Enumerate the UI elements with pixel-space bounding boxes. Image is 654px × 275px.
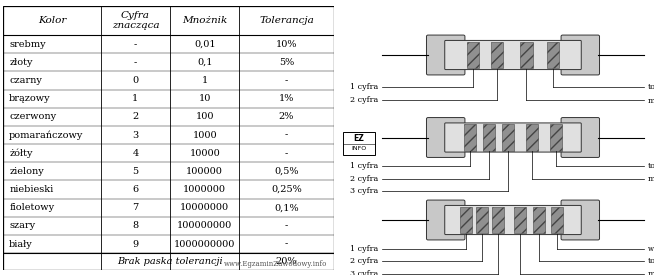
Text: współczynnik temperaturowy: współczynnik temperaturowy (647, 245, 654, 253)
FancyBboxPatch shape (426, 35, 465, 75)
Text: 100: 100 (196, 112, 214, 121)
Text: 3: 3 (132, 131, 139, 139)
Text: mnożnik (liczba zer): mnożnik (liczba zer) (647, 175, 654, 183)
Text: brązowy: brązowy (9, 94, 51, 103)
Text: 2 cyfra: 2 cyfra (350, 175, 379, 183)
Text: 1000000000: 1000000000 (174, 240, 235, 249)
Text: Mnożnik: Mnożnik (182, 16, 228, 25)
Text: www.EgzaminZawodowy.info: www.EgzaminZawodowy.info (224, 260, 327, 268)
Bar (521, 42, 532, 68)
Text: niebieski: niebieski (9, 185, 54, 194)
Text: -: - (285, 240, 288, 249)
Text: 0: 0 (132, 76, 139, 85)
Bar (513, 207, 526, 233)
FancyBboxPatch shape (426, 200, 465, 240)
Text: 1 cyfra: 1 cyfra (350, 162, 379, 170)
Text: Cyfra
znacząca: Cyfra znacząca (112, 10, 159, 30)
Text: 5%: 5% (279, 58, 294, 67)
Text: 0,1%: 0,1% (274, 203, 299, 212)
Text: 2 cyfra: 2 cyfra (350, 96, 379, 104)
Text: 0,01: 0,01 (194, 40, 216, 49)
FancyBboxPatch shape (445, 123, 581, 152)
Text: złoty: złoty (9, 58, 33, 67)
Text: -: - (285, 221, 288, 230)
Text: biały: biały (9, 240, 33, 249)
Bar (466, 42, 479, 68)
Text: Brak paska tolerancji: Brak paska tolerancji (117, 257, 223, 266)
Text: tolerancja: tolerancja (647, 82, 654, 91)
Text: mnożnik (liczba zer): mnożnik (liczba zer) (647, 270, 654, 275)
Text: żółty: żółty (9, 148, 33, 158)
Text: 6: 6 (132, 185, 139, 194)
FancyBboxPatch shape (445, 40, 581, 70)
Text: 20%: 20% (276, 257, 297, 266)
Text: pomarańczowy: pomarańczowy (9, 130, 84, 140)
Text: 100000: 100000 (186, 167, 223, 176)
Text: 10%: 10% (276, 40, 297, 49)
Text: szary: szary (9, 221, 35, 230)
Text: 5: 5 (132, 167, 139, 176)
Text: tolerancja: tolerancja (647, 257, 654, 265)
Bar (502, 124, 513, 151)
Text: EZ: EZ (354, 134, 365, 143)
Text: tolerancja: tolerancja (647, 162, 654, 170)
FancyBboxPatch shape (561, 118, 600, 157)
Text: 1 cyfra: 1 cyfra (350, 82, 379, 91)
Bar (526, 124, 538, 151)
Bar (551, 207, 564, 233)
Bar (483, 124, 495, 151)
Text: 0,5%: 0,5% (274, 167, 299, 176)
FancyBboxPatch shape (426, 118, 465, 157)
Text: 10000: 10000 (190, 149, 220, 158)
Bar (490, 42, 503, 68)
Text: czarny: czarny (9, 76, 42, 85)
Text: Kolor: Kolor (38, 16, 66, 25)
Text: 9: 9 (132, 240, 139, 249)
Text: fioletowy: fioletowy (9, 203, 54, 212)
Text: 10: 10 (199, 94, 211, 103)
FancyBboxPatch shape (561, 35, 600, 75)
Text: 1000000: 1000000 (183, 185, 226, 194)
Text: 10000000: 10000000 (180, 203, 230, 212)
FancyBboxPatch shape (561, 200, 600, 240)
Text: mnożnik (liczba zer): mnożnik (liczba zer) (647, 96, 654, 104)
Text: czerwony: czerwony (9, 112, 56, 121)
Text: -: - (285, 149, 288, 158)
FancyBboxPatch shape (445, 205, 581, 235)
Text: 2 cyfra: 2 cyfra (350, 257, 379, 265)
Bar (492, 207, 504, 233)
Text: 100000000: 100000000 (177, 221, 232, 230)
Bar (547, 42, 559, 68)
Text: -: - (134, 40, 137, 49)
Bar (550, 124, 562, 151)
Text: INFO: INFO (352, 146, 367, 151)
Text: srebmy: srebmy (9, 40, 46, 49)
Text: 8: 8 (132, 221, 139, 230)
Bar (532, 207, 545, 233)
Text: 0,1: 0,1 (197, 58, 213, 67)
Text: 1: 1 (132, 94, 139, 103)
Text: 2%: 2% (279, 112, 294, 121)
Text: 3 cyfra: 3 cyfra (350, 270, 379, 275)
Text: -: - (285, 131, 288, 139)
Text: Tolerancja: Tolerancja (259, 16, 314, 25)
Text: 0,25%: 0,25% (271, 185, 302, 194)
Text: 1: 1 (201, 76, 208, 85)
Text: 3 cyfra: 3 cyfra (350, 187, 379, 195)
Text: 2: 2 (132, 112, 139, 121)
Bar (476, 207, 488, 233)
Text: 7: 7 (132, 203, 139, 212)
Bar (460, 207, 472, 233)
Text: -: - (285, 76, 288, 85)
Bar (343, 132, 375, 155)
Text: 1000: 1000 (192, 131, 217, 139)
Text: -: - (134, 58, 137, 67)
Text: 1%: 1% (279, 94, 294, 103)
Text: 4: 4 (132, 149, 139, 158)
Text: zielony: zielony (9, 167, 44, 176)
Bar (464, 124, 476, 151)
Text: 1 cyfra: 1 cyfra (350, 245, 379, 253)
